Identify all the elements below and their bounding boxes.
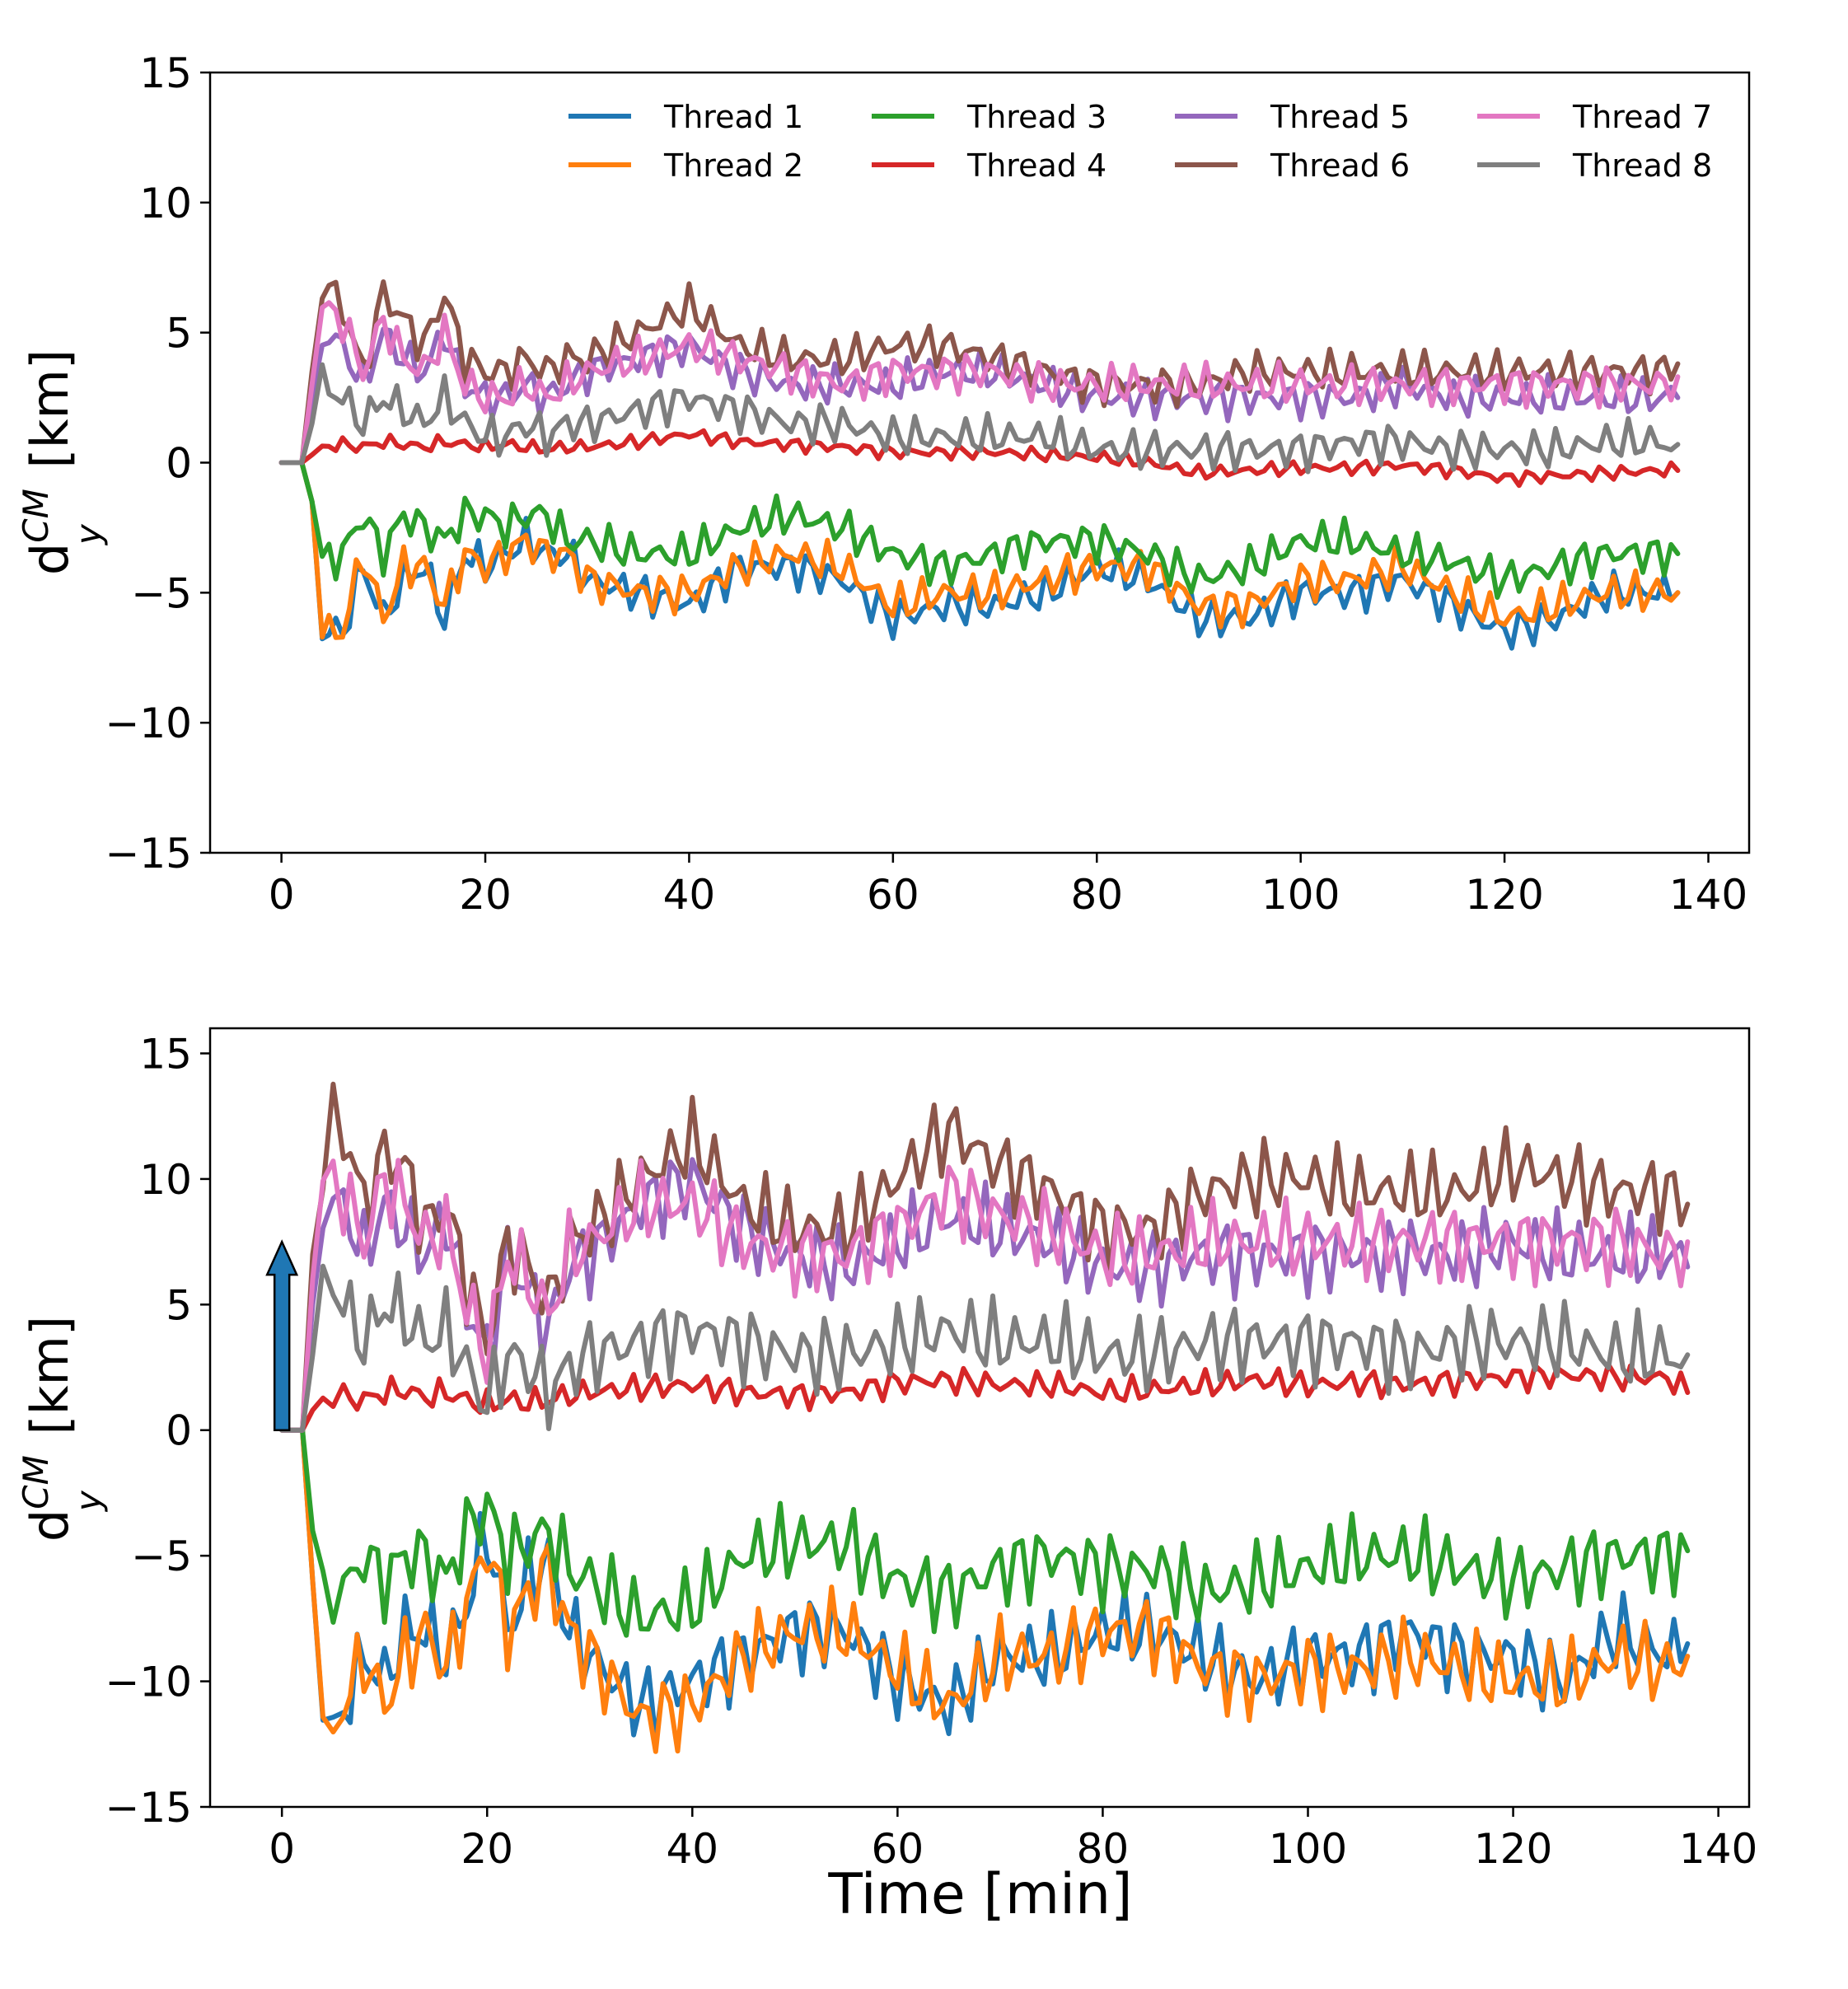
legend-label: Thread 5 xyxy=(1270,99,1410,135)
top-x-tick-label: 140 xyxy=(1669,871,1747,919)
legend-entry-thread-5: Thread 5 xyxy=(1175,99,1410,135)
bottom-x-axis-ticks: 0 20 40 60 80 100 120 140 xyxy=(269,1807,1757,1873)
bottom-y-tick-label: 0 xyxy=(166,1407,192,1455)
top-x-tick-label: 20 xyxy=(459,871,512,919)
top-y-tick-label: 5 xyxy=(166,310,192,358)
top-line-thread-3 xyxy=(278,460,1681,600)
bottom-series-lines xyxy=(279,1081,1691,1754)
bottom-x-axis-label: Time [min] xyxy=(827,1862,1132,1927)
top-x-tick-label: 80 xyxy=(1070,871,1123,919)
top-y-tick-label: −10 xyxy=(105,700,192,747)
legend-entry-thread-1: Thread 1 xyxy=(568,99,803,135)
legend-entry-thread-2: Thread 2 xyxy=(568,147,803,184)
bottom-line-thread-7 xyxy=(279,1158,1691,1433)
bottom-x-tick-label: 40 xyxy=(666,1825,718,1873)
legend-label: Thread 3 xyxy=(966,99,1106,135)
legend-entry-thread-7: Thread 7 xyxy=(1477,99,1712,135)
bottom-x-tick-label: 120 xyxy=(1474,1825,1552,1873)
top-y-tick-label: −5 xyxy=(131,569,192,617)
top-y-tick-label: 15 xyxy=(139,49,192,97)
legend-entry-thread-6: Thread 6 xyxy=(1175,147,1410,184)
top-chart-panel: 0 20 40 60 80 100 120 140 −15 −10 −5 0 5 10 15 dCM y [… xyxy=(16,49,1751,919)
top-line-thread-6 xyxy=(278,279,1681,466)
top-x-tick-label: 120 xyxy=(1465,871,1543,919)
top-line-thread-8 xyxy=(278,362,1681,475)
bottom-x-tick-label: 60 xyxy=(872,1825,924,1873)
top-y-axis-label: dCM y [km] xyxy=(16,349,110,575)
bottom-y-tick-label: 15 xyxy=(139,1030,192,1078)
bottom-x-tick-label: 0 xyxy=(269,1825,295,1873)
bottom-plot-frame xyxy=(208,1027,1751,1809)
legend-entry-thread-4: Thread 4 xyxy=(872,147,1106,184)
legend-label: Thread 7 xyxy=(1572,99,1712,135)
top-y-tick-label: −15 xyxy=(105,830,192,878)
top-x-tick-label: 0 xyxy=(269,871,295,919)
bottom-x-tick-label: 20 xyxy=(461,1825,513,1873)
bottom-y-axis-ticks: −15 −10 −5 0 5 10 15 xyxy=(105,1030,210,1832)
top-line-thread-7 xyxy=(278,300,1681,466)
bottom-chart-panel: 0 20 40 60 80 100 120 140 −15 −10 −5 0 5 10 15 dCM y [… xyxy=(16,1027,1757,1927)
top-line-thread-2 xyxy=(278,460,1681,640)
legend-entry-thread-3: Thread 3 xyxy=(872,99,1106,135)
legend-label: Thread 2 xyxy=(663,147,803,184)
top-x-tick-label: 100 xyxy=(1261,871,1340,919)
up-arrow-icon xyxy=(265,1239,299,1431)
arrow-annotation xyxy=(265,1239,299,1431)
legend-label: Thread 6 xyxy=(1270,147,1410,184)
bottom-line-thread-4 xyxy=(279,1362,1691,1433)
top-line-thread-5 xyxy=(278,326,1681,466)
bottom-y-tick-label: −15 xyxy=(105,1784,192,1832)
bottom-y-tick-label: 10 xyxy=(139,1156,192,1204)
bottom-y-tick-label: −10 xyxy=(105,1659,192,1706)
bottom-x-tick-label: 100 xyxy=(1269,1825,1347,1873)
top-y-tick-label: 0 xyxy=(166,440,192,488)
legend-label: Thread 4 xyxy=(966,147,1106,184)
bottom-line-thread-2 xyxy=(279,1427,1691,1754)
top-y-axis-ticks: −15 −10 −5 0 5 10 15 xyxy=(105,49,210,878)
legend-entry-thread-8: Thread 8 xyxy=(1477,147,1712,184)
bottom-x-tick-label: 140 xyxy=(1679,1825,1757,1873)
top-line-thread-4 xyxy=(278,428,1681,489)
top-x-tick-label: 40 xyxy=(663,871,716,919)
bottom-x-tick-label: 80 xyxy=(1077,1825,1130,1873)
legend-label: Thread 8 xyxy=(1572,147,1712,184)
top-x-axis-ticks: 0 20 40 60 80 100 120 140 xyxy=(269,853,1747,919)
bottom-y-axis-label: dCM y [km] xyxy=(16,1316,110,1542)
bottom-y-tick-label: 5 xyxy=(166,1281,192,1329)
legend-label: Thread 1 xyxy=(663,99,803,135)
bottom-y-tick-label: −5 xyxy=(131,1533,192,1580)
bottom-line-thread-3 xyxy=(279,1427,1691,1638)
bottom-line-thread-8 xyxy=(279,1263,1691,1433)
top-x-tick-label: 60 xyxy=(867,871,919,919)
top-y-tick-label: 10 xyxy=(139,180,192,227)
top-series-lines xyxy=(278,279,1681,651)
legend: Thread 1 Thread 2 Thread 3 Thread 4 Thre… xyxy=(568,99,1712,184)
